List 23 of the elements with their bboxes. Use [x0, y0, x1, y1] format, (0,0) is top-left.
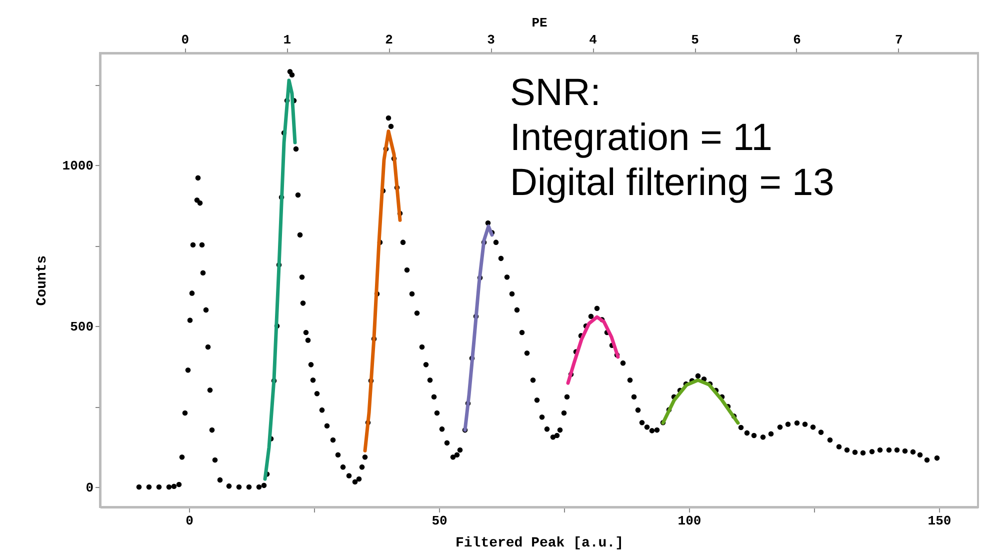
line-series	[566, 315, 620, 385]
x-tick-label: 0	[186, 514, 194, 528]
line-series	[661, 378, 740, 425]
x2-tick-label: 0	[181, 32, 190, 48]
x2-tick-label: 3	[487, 32, 496, 48]
x-tick-label: 100	[678, 514, 702, 528]
y-tick-label: 500	[70, 320, 94, 335]
x2-axis-title: PE	[532, 16, 548, 30]
x2-tick-label: 4	[589, 32, 598, 48]
x-axis-title: Filtered Peak [a.u.]	[455, 536, 624, 552]
x2-tick-label: 2	[385, 32, 394, 48]
line-series	[363, 129, 402, 452]
x-tick-label: 50	[432, 514, 448, 528]
x2-tick-label: 1	[283, 32, 292, 48]
x2-tick-label: 7	[895, 32, 903, 48]
line-series	[263, 78, 297, 481]
annotation: SNR: Integration = 11 Digital filtering = 13	[510, 72, 834, 204]
y-tick-label: 0	[86, 480, 94, 496]
x-tick-label: 150	[928, 514, 952, 528]
y-axis-title: Counts	[34, 255, 50, 306]
x2-tick-label: 5	[691, 32, 700, 48]
y-tick-label: 1000	[62, 158, 94, 174]
x2-tick-label: 6	[793, 32, 802, 48]
